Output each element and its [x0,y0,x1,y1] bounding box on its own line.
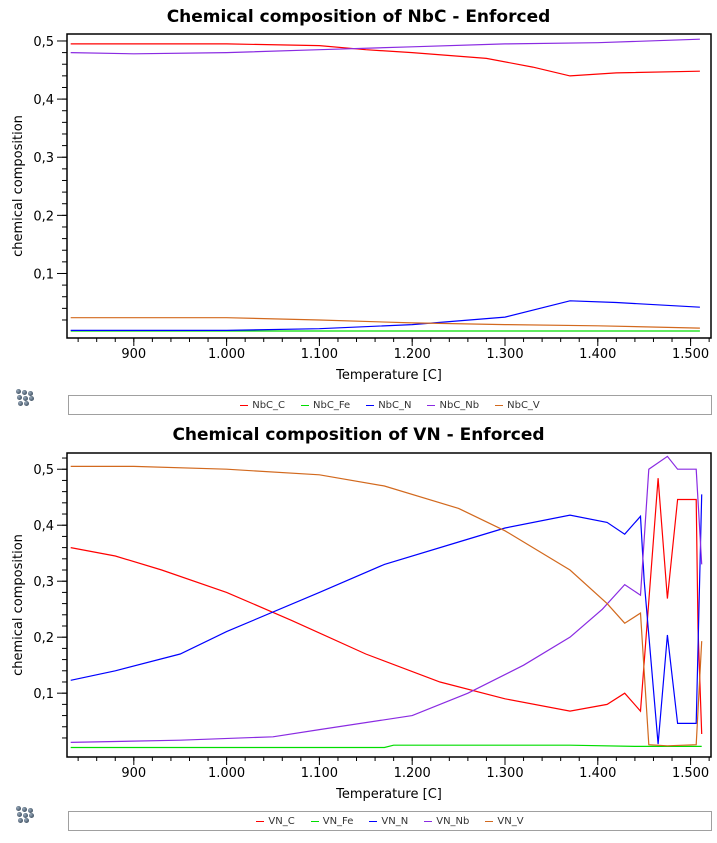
x-axis-label: Temperature [C] [335,787,442,802]
legend-label: VN_Fe [322,815,354,827]
legend-swatch [256,820,265,822]
y-tick-label: 0,4 [33,519,54,534]
series-line-vn_c [70,478,703,735]
legend-swatch [495,404,504,406]
y-axis-label: chemical composition [11,534,26,676]
legend-swatch [301,404,310,406]
y-tick-label: 0,2 [33,631,54,646]
legend-swatch [485,820,494,822]
series-line-nbc_nb [70,38,700,55]
x-tick-label: 1.000 [208,347,245,362]
y-tick-label: 0,5 [33,463,54,478]
x-tick-label: 1.500 [672,347,709,362]
x-tick-label: 1.500 [672,766,709,781]
legend-item-vn_v: VN_V [485,815,524,827]
legend-swatch [366,404,375,406]
series-line-vn_nb [70,455,703,743]
legend-vn: VN_C VN_Fe VN_N VN_Nb VN_V [68,811,712,831]
legend-swatch [369,820,378,822]
x-tick-label: 1.300 [486,347,523,362]
y-tick-label: 0,1 [33,267,54,282]
chart-nbc: 900 1.000 1.100 1.200 1.300 1.400 1.500 0,1 0,2 0… [11,33,712,383]
y-tick-label: 0,2 [33,209,54,224]
legend-swatch [427,404,436,406]
legend-swatch [310,820,319,822]
series-line-nbc_c [70,43,700,77]
x-tick-label: 1.000 [208,766,245,781]
y-axis-label: chemical composition [11,115,26,257]
legend-item-vn_fe: VN_Fe [310,815,354,827]
legend-item-vn_c: VN_C [256,815,295,827]
series-line-vn_fe [70,744,702,749]
series-line-vn_v [70,465,703,747]
series-line-nbc_v [70,317,700,329]
legend-item-vn_n: VN_N [369,816,408,827]
x-tick-label: 900 [121,766,146,781]
legend-swatch [240,404,249,406]
plot-area [66,452,712,758]
legend-item-nbc_n: NbC_N [366,400,411,411]
y-tick-label: 0,4 [33,93,54,108]
legend-label: VN_N [381,815,409,827]
chart-title-nbc: Chemical composition of NbC - Enforced [166,7,551,27]
app-logo-icon [16,806,36,826]
chart-title-vn: Chemical composition of VN - Enforced [172,425,545,445]
legend-item-nbc_fe: NbC_Fe [301,400,350,411]
x-axis-label: Temperature [C] [335,368,442,383]
legend-item-vn_nb: VN_Nb [424,816,469,827]
plot-area [66,33,712,339]
y-tick-label: 0,3 [33,575,54,590]
legend-label: VN_Nb [436,815,470,827]
legend-label: NbC_V [507,399,540,411]
legend-label: NbC_N [378,399,412,411]
x-tick-label: 1.400 [579,766,616,781]
x-tick-label: 1.200 [394,766,431,781]
legend-label: VN_V [497,815,524,827]
series-line-vn_n [70,494,703,745]
x-tick-label: 1.100 [301,347,338,362]
legend-label: NbC_Fe [313,399,351,411]
app-logo-icon [16,389,36,409]
x-tick-label: 900 [121,347,146,362]
chart-vn: 900 1.000 1.100 1.200 1.300 1.400 1.500 0,1 0,2 0… [11,452,712,802]
legend-item-nbc_c: NbC_C [240,400,285,411]
y-tick-label: 0,3 [33,151,54,166]
x-tick-label: 1.400 [579,347,616,362]
legend-label: NbC_C [252,399,286,411]
legend-nbc: NbC_C NbC_Fe NbC_N NbC_Nb NbC_V [68,395,712,415]
legend-label: NbC_Nb [439,399,480,411]
x-tick-label: 1.300 [486,766,523,781]
x-tick-label: 1.200 [394,347,431,362]
legend-swatch [424,820,433,822]
y-tick-label: 0,5 [33,35,54,50]
legend-label: VN_C [268,815,295,827]
legend-item-nbc_v: NbC_V [495,400,540,411]
series-line-nbc_n [70,300,700,331]
x-tick-label: 1.100 [301,766,338,781]
legend-item-nbc_nb: NbC_Nb [427,400,479,411]
y-tick-label: 0,1 [33,687,54,702]
